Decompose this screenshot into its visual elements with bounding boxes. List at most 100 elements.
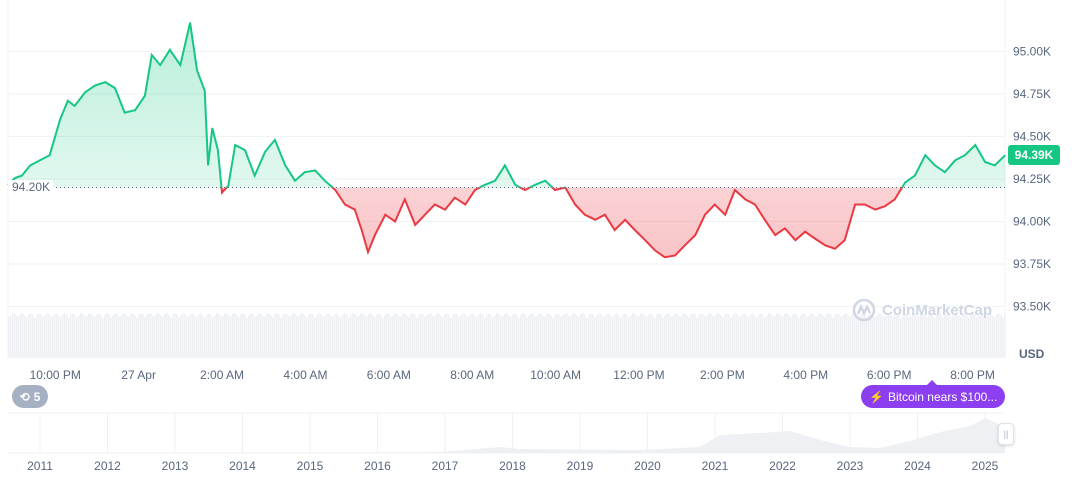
volume-bar — [464, 313, 466, 358]
volume-bar — [498, 313, 500, 358]
volume-bar — [446, 313, 448, 358]
navigator-year-label: 2017 — [432, 459, 459, 473]
volume-bar — [78, 315, 80, 358]
volume-bar — [240, 314, 242, 358]
volume-bar — [732, 314, 734, 358]
volume-bar — [324, 315, 326, 358]
volume-bar — [664, 315, 666, 358]
volume-bar — [576, 315, 578, 358]
volume-bar — [542, 315, 544, 358]
volume-bar — [990, 313, 992, 358]
volume-bar — [850, 316, 852, 358]
navigator-year-label: 2014 — [229, 459, 256, 473]
volume-bar — [924, 315, 926, 358]
volume-bar — [396, 313, 398, 358]
volume-bar — [400, 316, 402, 358]
volume-bar — [566, 313, 568, 358]
volume-bar — [150, 313, 152, 358]
volume-bar — [302, 313, 304, 358]
volume-bar — [18, 316, 20, 358]
volume-bar — [706, 315, 708, 358]
volume-bar — [902, 314, 904, 358]
volume-bar — [40, 314, 42, 358]
volume-bar — [678, 315, 680, 358]
volume-bar — [24, 315, 26, 358]
volume-bar — [392, 315, 394, 358]
volume-bar — [280, 317, 282, 358]
volume-bar — [170, 317, 172, 358]
volume-bar — [164, 313, 166, 358]
volume-bar — [108, 314, 110, 358]
volume-bar — [336, 313, 338, 358]
volume-bar — [262, 315, 264, 358]
volume-bar — [724, 314, 726, 358]
volume-bar — [700, 313, 702, 358]
volume-bar — [622, 314, 624, 358]
volume-bar — [758, 314, 760, 358]
volume-bar — [228, 315, 230, 358]
volume-bar — [100, 314, 102, 358]
volume-bar — [98, 313, 100, 358]
volume-bar — [1002, 317, 1004, 358]
volume-bar — [636, 316, 638, 358]
currency-label: USD — [1019, 347, 1045, 361]
volume-bar — [860, 314, 862, 358]
volume-bar — [546, 313, 548, 358]
volume-bar — [144, 317, 146, 358]
volume-bar — [854, 313, 856, 358]
volume-bar — [648, 313, 650, 358]
volume-bar — [570, 315, 572, 358]
volume-bar — [568, 316, 570, 358]
volume-bar — [364, 316, 366, 358]
volume-bar — [374, 317, 376, 358]
volume-bar — [742, 313, 744, 358]
volume-bar — [290, 315, 292, 358]
volume-bar — [94, 316, 96, 358]
volume-bar — [454, 313, 456, 358]
volume-bar — [988, 313, 990, 358]
volume-bar — [822, 315, 824, 358]
volume-bar — [920, 313, 922, 358]
volume-bar — [886, 313, 888, 358]
volume-bar — [398, 316, 400, 358]
volume-bar — [188, 315, 190, 358]
volume-bar — [304, 315, 306, 358]
history-button[interactable]: ⟲ 5 — [12, 385, 48, 408]
volume-bar — [404, 313, 406, 358]
volume-bar — [168, 314, 170, 358]
volume-bar — [958, 315, 960, 358]
volume-bar — [370, 313, 372, 358]
volume-bar — [484, 317, 486, 358]
coinmarketcap-logo-icon — [852, 298, 876, 322]
volume-bar — [92, 315, 94, 358]
volume-bar — [218, 313, 220, 358]
volume-bar — [880, 313, 882, 358]
volume-bar — [676, 313, 678, 358]
volume-bar — [66, 314, 68, 358]
volume-bar — [402, 313, 404, 358]
volume-bar — [406, 315, 408, 358]
volume-bar — [624, 313, 626, 358]
volume-bar — [1004, 314, 1006, 358]
volume-bar — [702, 313, 704, 358]
volume-bar — [868, 314, 870, 358]
volume-bar — [32, 314, 34, 358]
volume-bar — [182, 313, 184, 358]
volume-bar — [222, 315, 224, 358]
volume-bar — [340, 317, 342, 358]
volume-bar — [332, 316, 334, 358]
volume-bar — [818, 313, 820, 358]
volume-bar — [184, 313, 186, 358]
volume-bar — [502, 316, 504, 358]
volume-bar — [878, 313, 880, 358]
volume-bar — [378, 313, 380, 358]
news-button[interactable]: ⚡ Bitcoin nears $100... — [861, 380, 1005, 408]
volume-bar — [388, 313, 390, 358]
volume-bar — [76, 317, 78, 358]
volume-bar — [106, 313, 108, 358]
navigator-handle[interactable]: || — [998, 423, 1014, 445]
volume-bar — [976, 317, 978, 358]
volume-bar — [104, 314, 106, 358]
volume-bar — [848, 316, 850, 358]
